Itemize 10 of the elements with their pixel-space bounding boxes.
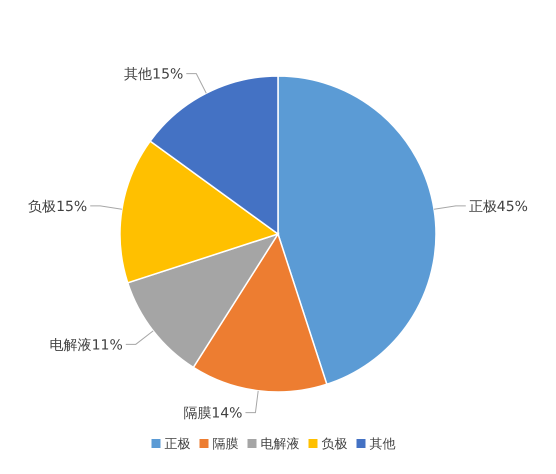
legend-label: 其他 bbox=[370, 437, 396, 452]
data-label: 其他15% bbox=[124, 66, 184, 83]
legend-label: 负极 bbox=[322, 437, 348, 452]
data-label: 正极45% bbox=[468, 198, 528, 215]
legend-label: 电解液 bbox=[260, 437, 300, 452]
legend-label: 隔膜 bbox=[212, 437, 238, 452]
data-label: 电解液11% bbox=[50, 337, 123, 354]
data-label: 隔膜14% bbox=[183, 406, 242, 422]
legend-label: 正极 bbox=[164, 437, 190, 452]
data-label: 负极15% bbox=[28, 198, 88, 215]
